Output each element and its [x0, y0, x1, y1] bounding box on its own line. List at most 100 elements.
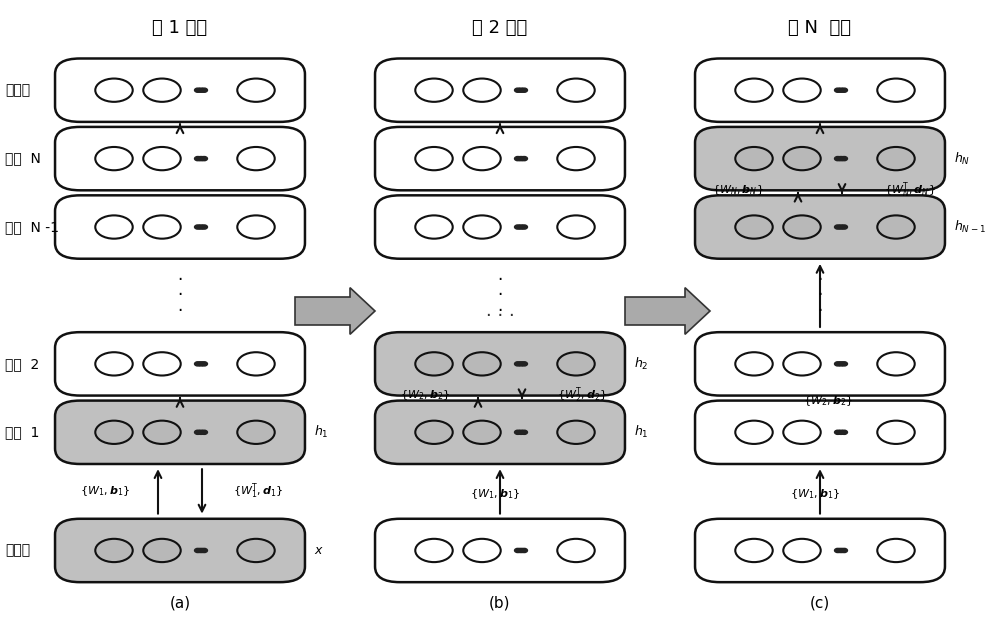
Text: 第 1 步：: 第 1 步： — [152, 19, 208, 37]
Circle shape — [198, 549, 204, 552]
FancyBboxPatch shape — [55, 332, 305, 396]
Circle shape — [95, 352, 133, 376]
Circle shape — [143, 78, 181, 102]
Circle shape — [237, 539, 275, 562]
Circle shape — [201, 430, 207, 434]
Circle shape — [783, 215, 821, 239]
Circle shape — [95, 420, 133, 444]
FancyBboxPatch shape — [695, 401, 945, 464]
FancyBboxPatch shape — [695, 58, 945, 122]
Circle shape — [95, 215, 133, 239]
Circle shape — [195, 362, 201, 366]
Text: $h_1$: $h_1$ — [314, 424, 328, 440]
Text: ·
·
·: · · · — [177, 271, 183, 320]
Circle shape — [95, 539, 133, 562]
Circle shape — [835, 225, 841, 229]
Text: 隐层  N -1: 隐层 N -1 — [5, 220, 59, 234]
Circle shape — [195, 88, 201, 92]
Text: (c): (c) — [810, 596, 830, 611]
Circle shape — [735, 420, 773, 444]
Circle shape — [835, 88, 841, 92]
Text: (b): (b) — [489, 596, 511, 611]
Circle shape — [557, 78, 595, 102]
Circle shape — [463, 147, 501, 170]
Circle shape — [841, 88, 847, 92]
Circle shape — [198, 362, 204, 366]
Circle shape — [841, 362, 847, 366]
Circle shape — [521, 225, 527, 229]
Circle shape — [877, 147, 915, 170]
Circle shape — [463, 78, 501, 102]
Circle shape — [463, 215, 501, 239]
Circle shape — [415, 420, 453, 444]
Circle shape — [835, 430, 841, 434]
Circle shape — [198, 430, 204, 434]
Text: $h_2$: $h_2$ — [634, 356, 648, 372]
FancyBboxPatch shape — [375, 195, 625, 259]
Text: $h_{N-1}$: $h_{N-1}$ — [954, 219, 986, 235]
FancyBboxPatch shape — [695, 519, 945, 582]
Text: $\{W_1,\boldsymbol{b}_1\}$: $\{W_1,\boldsymbol{b}_1\}$ — [470, 488, 520, 501]
Circle shape — [877, 352, 915, 376]
Circle shape — [415, 352, 453, 376]
Circle shape — [841, 157, 847, 160]
Circle shape — [518, 88, 524, 92]
Circle shape — [521, 362, 527, 366]
Circle shape — [841, 430, 847, 434]
Circle shape — [201, 549, 207, 552]
Circle shape — [838, 88, 844, 92]
Circle shape — [838, 362, 844, 366]
Circle shape — [841, 549, 847, 552]
Circle shape — [515, 88, 521, 92]
Text: 隐层  N: 隐层 N — [5, 152, 41, 165]
Text: (a): (a) — [169, 596, 191, 611]
Circle shape — [783, 352, 821, 376]
Circle shape — [143, 539, 181, 562]
Circle shape — [735, 215, 773, 239]
Circle shape — [237, 215, 275, 239]
Circle shape — [415, 78, 453, 102]
FancyBboxPatch shape — [695, 332, 945, 396]
Text: 第 N  步：: 第 N 步： — [788, 19, 852, 37]
Text: . . .: . . . — [486, 302, 514, 320]
Circle shape — [198, 157, 204, 160]
Circle shape — [463, 352, 501, 376]
Circle shape — [143, 215, 181, 239]
Text: $x$: $x$ — [314, 544, 323, 557]
Text: $\{W_2,\boldsymbol{b}_2\}$: $\{W_2,\boldsymbol{b}_2\}$ — [803, 394, 853, 408]
Circle shape — [835, 157, 841, 160]
Circle shape — [877, 420, 915, 444]
FancyBboxPatch shape — [375, 127, 625, 190]
FancyBboxPatch shape — [695, 127, 945, 190]
FancyBboxPatch shape — [375, 401, 625, 464]
FancyBboxPatch shape — [55, 519, 305, 582]
Text: $\{W_N^\mathrm{T},\boldsymbol{d}_N\}$: $\{W_N^\mathrm{T},\boldsymbol{d}_N\}$ — [884, 180, 936, 200]
Circle shape — [201, 362, 207, 366]
Circle shape — [835, 549, 841, 552]
Circle shape — [515, 362, 521, 366]
Circle shape — [515, 430, 521, 434]
Circle shape — [195, 549, 201, 552]
Circle shape — [195, 225, 201, 229]
Circle shape — [783, 147, 821, 170]
Circle shape — [195, 430, 201, 434]
Circle shape — [515, 225, 521, 229]
Circle shape — [518, 225, 524, 229]
Circle shape — [95, 78, 133, 102]
Circle shape — [557, 147, 595, 170]
Text: 隐层  2: 隐层 2 — [5, 357, 39, 371]
Circle shape — [463, 539, 501, 562]
Circle shape — [237, 147, 275, 170]
Circle shape — [835, 362, 841, 366]
Text: 隐层  1: 隐层 1 — [5, 425, 39, 439]
Circle shape — [557, 352, 595, 376]
Circle shape — [838, 225, 844, 229]
FancyArrow shape — [625, 287, 710, 335]
Text: ·
·
·: · · · — [817, 271, 823, 320]
Circle shape — [201, 157, 207, 160]
Text: ·
·
·: · · · — [497, 271, 503, 320]
Circle shape — [198, 225, 204, 229]
Circle shape — [877, 539, 915, 562]
Circle shape — [521, 88, 527, 92]
Circle shape — [143, 420, 181, 444]
